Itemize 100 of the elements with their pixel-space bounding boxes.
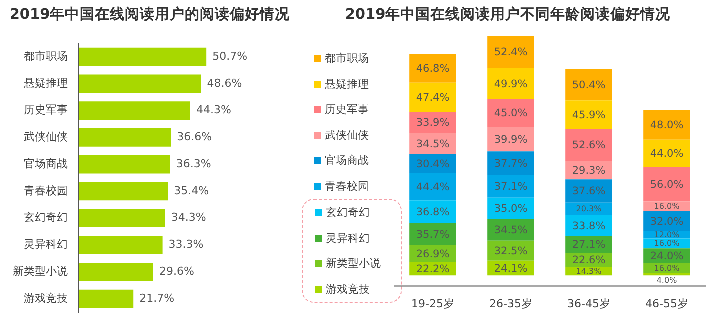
y-tick-label: 灵异科幻 xyxy=(24,238,68,252)
y-tick-label: 历史军事 xyxy=(24,104,68,117)
bar xyxy=(79,128,172,147)
bar xyxy=(488,220,534,241)
bar xyxy=(644,140,690,168)
data-label: 33.8% xyxy=(572,220,606,232)
bar xyxy=(488,36,534,68)
data-label: 36.8% xyxy=(416,206,450,219)
data-label: 34.5% xyxy=(494,224,528,237)
bar xyxy=(79,262,154,282)
data-label: 34.3% xyxy=(171,211,206,224)
bar xyxy=(566,128,612,162)
data-label: 37.1% xyxy=(494,180,528,193)
data-label: 33.3% xyxy=(168,238,204,252)
data-label: 29.3% xyxy=(572,165,606,178)
bar xyxy=(79,236,163,254)
x-tick-label: 36-45岁 xyxy=(568,297,610,310)
legend-label: 悬疑推理 xyxy=(325,76,369,92)
data-label: 50.4% xyxy=(572,80,606,92)
y-tick-label: 玄幻奇幻 xyxy=(24,211,68,224)
bar xyxy=(79,155,170,174)
data-label: 24.1% xyxy=(494,262,528,275)
legend-label: 灵异科幻 xyxy=(326,230,370,246)
data-label: 52.6% xyxy=(572,140,606,152)
bar xyxy=(488,68,534,100)
x-tick-label: 26-35岁 xyxy=(490,297,532,310)
bar xyxy=(488,174,534,198)
data-label: 34.5% xyxy=(416,138,450,150)
bar xyxy=(79,290,134,308)
bar xyxy=(644,167,690,202)
legend-label: 新类型小说 xyxy=(326,256,381,272)
data-label: 35.4% xyxy=(174,184,210,198)
data-label: 48.0% xyxy=(650,120,684,132)
data-label: 32.5% xyxy=(494,245,528,258)
bar xyxy=(79,74,202,94)
data-label: 35.0% xyxy=(494,203,528,216)
data-label: 49.9% xyxy=(494,78,528,90)
data-label: 44.3% xyxy=(196,104,232,117)
y-tick-label: 青春校园 xyxy=(24,184,68,198)
data-label: 44.4% xyxy=(416,181,450,194)
bar xyxy=(79,182,168,201)
data-label: 36.3% xyxy=(176,157,212,170)
data-label: 20.3% xyxy=(576,204,602,214)
bar xyxy=(79,209,166,228)
data-label: 45.9% xyxy=(572,109,606,122)
data-label: 26.9% xyxy=(416,248,450,260)
data-label: 37.6% xyxy=(572,186,606,198)
bar xyxy=(488,99,534,128)
data-label: 12.0% xyxy=(654,230,680,240)
bar xyxy=(410,82,456,112)
data-label: 44.0% xyxy=(650,148,684,160)
data-label: 16.0% xyxy=(654,239,680,248)
data-label: 16.0% xyxy=(654,202,680,212)
bar xyxy=(79,102,190,120)
y-tick-label: 官场商战 xyxy=(24,157,68,170)
data-label: 52.4% xyxy=(494,46,528,59)
data-label: 47.4% xyxy=(416,92,450,104)
data-label: 46.8% xyxy=(416,62,450,75)
x-tick-label: 19-25岁 xyxy=(412,297,454,310)
data-label: 22.6% xyxy=(572,254,606,266)
bar xyxy=(644,110,690,140)
bar xyxy=(79,48,207,66)
bar xyxy=(566,100,612,129)
data-label: 22.2% xyxy=(416,263,450,276)
data-label: 21.7% xyxy=(140,292,175,305)
data-label: 36.6% xyxy=(177,130,212,144)
y-tick-label: 悬疑推理 xyxy=(23,76,68,90)
data-label: 48.6% xyxy=(207,76,242,90)
bar xyxy=(410,133,456,154)
data-label: 35.7% xyxy=(416,228,450,241)
y-tick-label: 都市职场 xyxy=(24,50,68,63)
bar xyxy=(566,180,612,203)
data-label: 45.0% xyxy=(494,108,528,120)
data-label: 16.0% xyxy=(654,264,680,273)
legend-label: 官场商战 xyxy=(325,153,369,168)
data-label: 4.0% xyxy=(656,276,678,285)
data-label: 39.9% xyxy=(494,134,528,146)
y-tick-label: 新类型小说 xyxy=(13,264,68,278)
data-label: 29.6% xyxy=(159,264,194,278)
data-label: 27.1% xyxy=(572,239,606,252)
data-label: 37.7% xyxy=(494,158,528,170)
bar xyxy=(410,173,456,201)
data-label: 24.0% xyxy=(650,250,684,263)
chart-title: 2019年中国在线阅读用户的阅读偏好情况 xyxy=(8,6,292,25)
data-label: 33.9% xyxy=(416,117,450,130)
y-tick-label: 武侠仙侠 xyxy=(24,130,68,144)
data-label: 32.0% xyxy=(650,216,684,228)
data-label: 56.0% xyxy=(650,178,684,191)
data-label: 30.4% xyxy=(416,158,450,170)
y-tick-label: 游戏竞技 xyxy=(24,292,68,305)
chart-title: 2019年中国在线阅读用户不同年龄阅读偏好情况 xyxy=(344,6,672,25)
data-label: 50.7% xyxy=(212,50,248,63)
legend-label: 玄幻奇幻 xyxy=(326,205,370,220)
legend-label: 游戏竞技 xyxy=(326,282,370,297)
bar xyxy=(488,152,534,175)
legend-label: 历史军事 xyxy=(325,102,369,118)
legend-label: 都市职场 xyxy=(325,51,369,66)
x-tick-label: 46-55岁 xyxy=(646,297,688,310)
legend-label: 武侠仙侠 xyxy=(325,128,369,143)
bar xyxy=(566,69,612,101)
